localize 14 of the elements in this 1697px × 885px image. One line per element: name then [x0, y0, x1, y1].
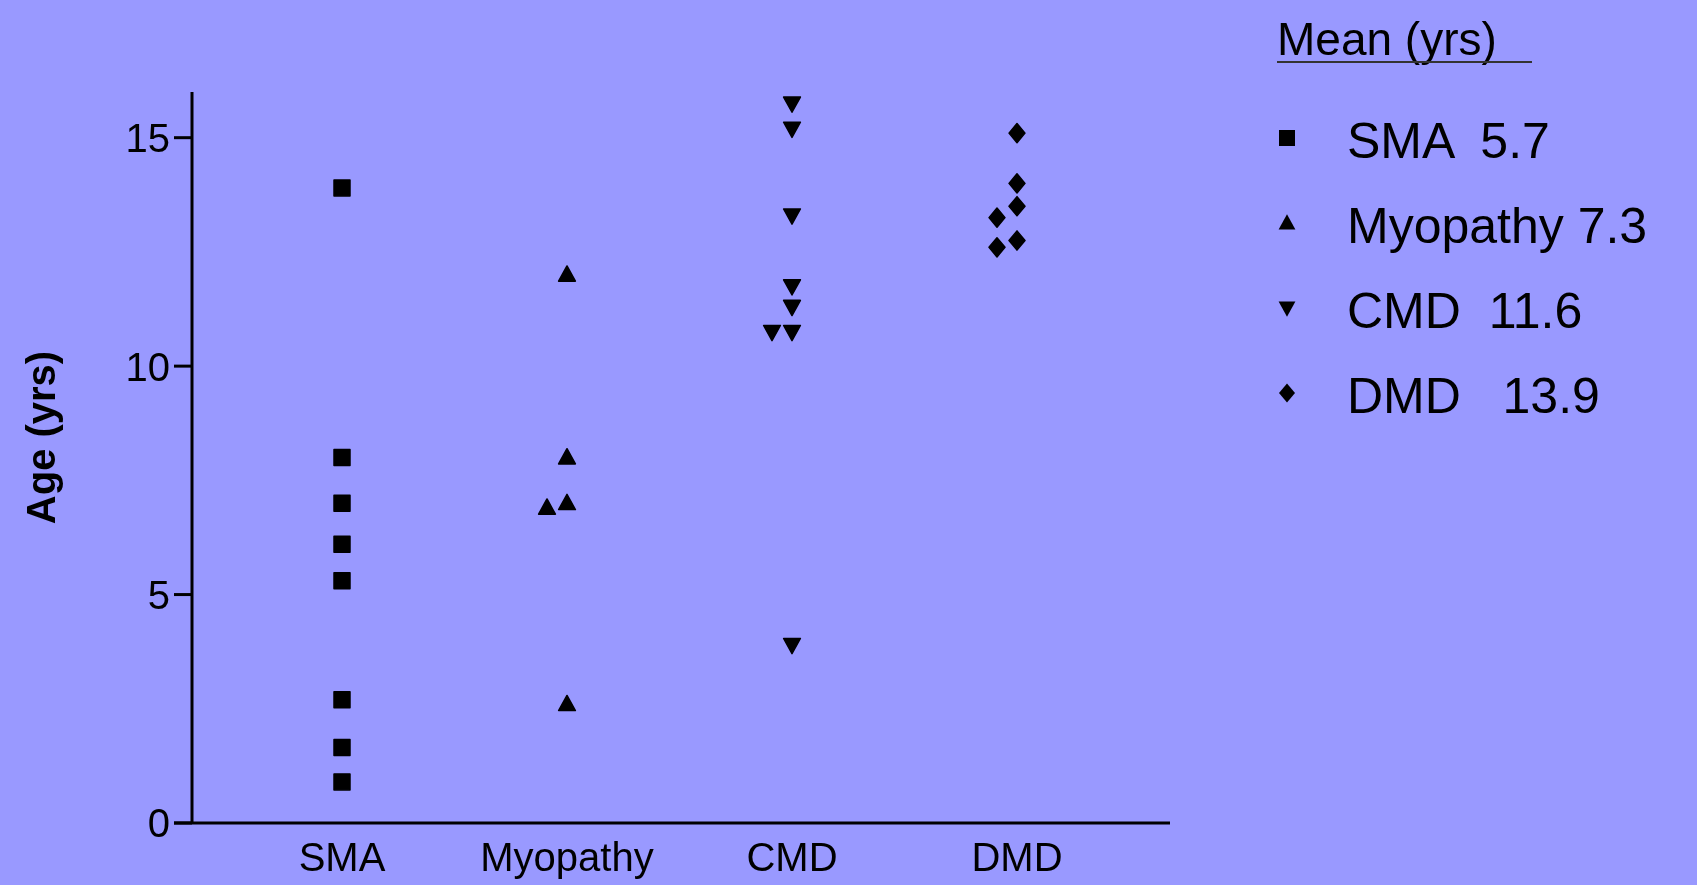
legend-title: Mean (yrs)	[1277, 13, 1497, 65]
y-axis-title: Age (yrs)	[19, 350, 63, 525]
legend-label: DMD 13.9	[1347, 368, 1600, 424]
x-tick-label: SMA	[298, 835, 386, 879]
y-tick-label: 0	[147, 801, 170, 846]
y-tick-label: 10	[125, 344, 170, 389]
x-tick-label: CMD	[746, 835, 838, 879]
legend-label: Myopathy 7.3	[1347, 198, 1648, 254]
y-tick-label: 5	[147, 572, 170, 617]
legend-label: CMD 11.6	[1347, 283, 1583, 339]
x-tick-label: DMD	[971, 835, 1063, 879]
x-tick-label: Myopathy	[480, 835, 654, 879]
y-tick-label: 15	[125, 116, 170, 161]
legend-label: SMA 5.7	[1347, 113, 1550, 169]
